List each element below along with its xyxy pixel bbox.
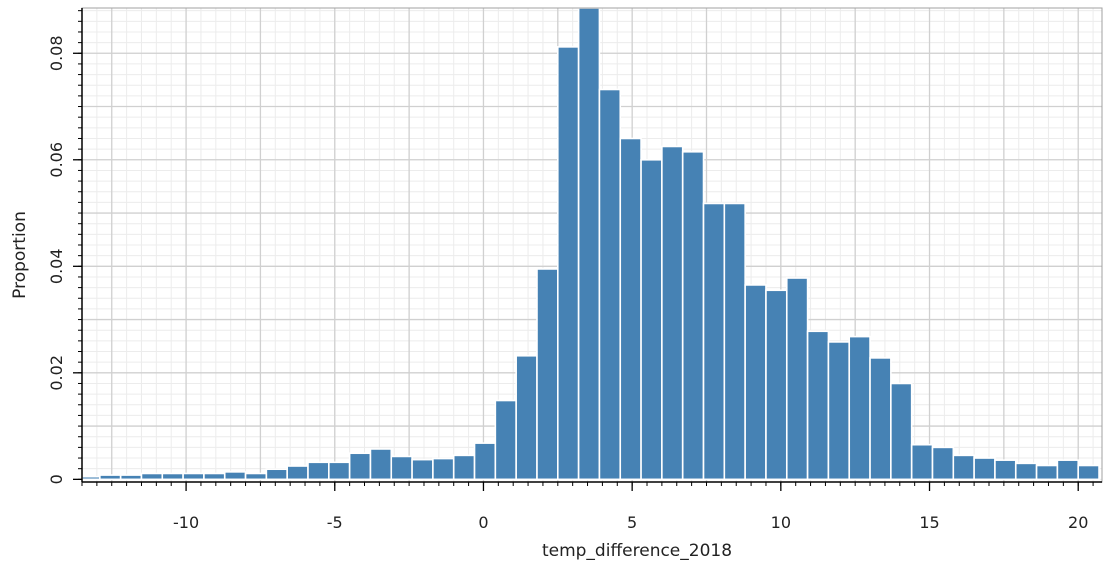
histogram-bar [536, 268, 559, 481]
histogram-bar [140, 472, 164, 481]
histogram-bar [1035, 464, 1059, 481]
x-tick-label: 10 [771, 513, 791, 532]
histogram-bar [307, 461, 330, 481]
y-tick-label: 0.08 [47, 35, 66, 71]
bars [81, 7, 1100, 481]
histogram-bar [411, 458, 434, 481]
histogram-bar [869, 357, 892, 481]
histogram-bar [452, 454, 476, 481]
histogram-bar [765, 289, 788, 481]
histogram-bar [640, 158, 663, 481]
histogram-bar [1077, 464, 1100, 481]
y-tick-label: 0 [47, 474, 66, 484]
histogram-bar [973, 457, 996, 481]
histogram-bar [661, 145, 684, 481]
histogram-bar [681, 150, 705, 481]
histogram-bar [119, 474, 143, 481]
histogram-bar [328, 461, 351, 481]
histogram-bar [1014, 462, 1038, 481]
histogram-bar [348, 452, 372, 481]
histogram-bar [203, 472, 226, 481]
histogram-bar [1056, 459, 1080, 481]
x-tick-label: -10 [173, 513, 199, 532]
histogram-bar [432, 457, 455, 481]
histogram-bar [223, 471, 247, 481]
histogram-bar [910, 443, 934, 481]
histogram-bar [515, 354, 538, 481]
histogram-bar [577, 7, 601, 481]
histogram-bar [390, 455, 413, 481]
histogram-bar [598, 88, 622, 481]
histogram-bar [244, 472, 268, 481]
histogram-bar [994, 459, 1017, 481]
histogram-bar [557, 46, 580, 481]
histogram-bar [848, 335, 871, 481]
histogram-bar [99, 474, 122, 481]
x-axis-ticks: -10 -5 0 5 10 15 20 [81, 482, 1094, 532]
x-tick-label: 20 [1068, 513, 1088, 532]
histogram-bar [494, 399, 517, 481]
histogram-bar [785, 277, 809, 481]
histogram-bar [702, 202, 726, 481]
x-tick-label: 5 [627, 513, 637, 532]
y-tick-label: 0.06 [47, 142, 66, 178]
histogram-bar [369, 448, 393, 481]
x-tick-label: -5 [327, 513, 343, 532]
histogram-bar [286, 465, 309, 481]
histogram-bar [265, 468, 288, 481]
histogram-bar [744, 284, 767, 481]
y-tick-label: 0.04 [47, 248, 66, 284]
histogram-bar [619, 137, 642, 481]
histogram-bar [827, 341, 851, 481]
histogram-bar [952, 454, 975, 481]
x-axis-title: temp_difference_2018 [542, 541, 732, 561]
histogram-bar [806, 330, 830, 481]
histogram-bar [890, 382, 913, 481]
x-tick-label: 0 [478, 513, 488, 532]
histogram-bar [182, 472, 205, 481]
histogram-bar [931, 446, 955, 481]
y-axis-title: Proportion [10, 211, 30, 299]
histogram-bar [473, 442, 497, 481]
y-tick-label: 0.02 [47, 355, 66, 391]
x-tick-label: 15 [919, 513, 939, 532]
histogram-bar [723, 202, 746, 481]
y-axis-ticks: 0 0.02 0.04 0.06 0.08 [47, 10, 82, 484]
histogram-bar [81, 475, 101, 481]
histogram-bar [161, 472, 184, 481]
